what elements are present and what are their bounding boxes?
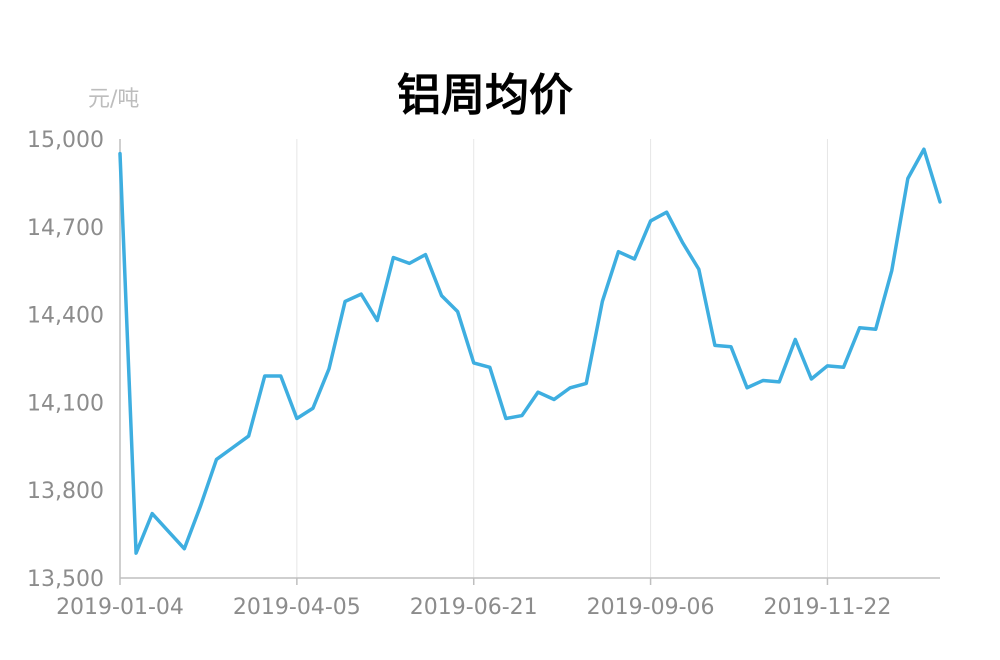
x-tick-label: 2019-09-06	[587, 595, 715, 620]
y-axis-ticks: 15,000 14,700 14,400 14,100 13,800 13,500	[27, 128, 104, 592]
y-tick-label: 14,400	[27, 304, 104, 329]
axes	[119, 139, 940, 579]
y-tick-label: 14,700	[27, 216, 104, 241]
series-layer	[118, 147, 942, 555]
x-axis-ticks: 2019-01-04 2019-04-05 2019-06-21 2019-09-06…	[56, 578, 891, 620]
y-tick-label: 13,800	[27, 479, 104, 504]
y-tick-label: 15,000	[27, 128, 104, 153]
y-tick-label: 13,500	[27, 567, 104, 592]
grid-lines	[296, 139, 828, 578]
x-tick-label: 2019-11-22	[764, 595, 892, 620]
y-tick-label: 14,100	[27, 391, 104, 416]
chart-title: 铝周均价	[397, 70, 573, 121]
x-tick-label: 2019-04-05	[233, 595, 361, 620]
y-axis-unit-label: 元/吨	[88, 87, 139, 112]
series-line	[118, 147, 942, 555]
x-tick-label: 2019-06-21	[410, 595, 538, 620]
x-tick-label: 2019-01-04	[56, 595, 184, 620]
